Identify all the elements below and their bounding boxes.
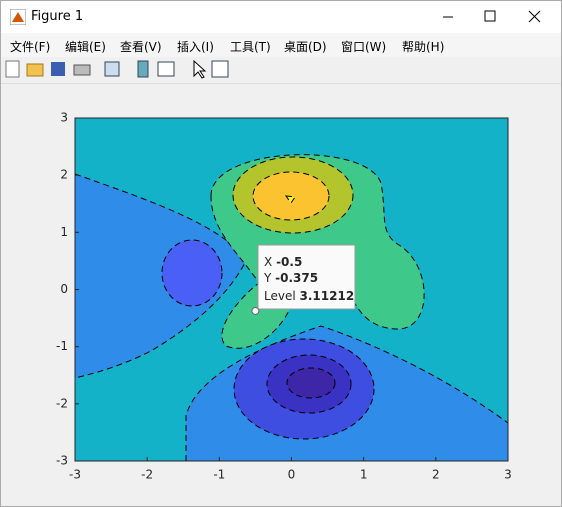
app-icon [10,9,26,25]
title-bar: Figure 1 [1,1,561,33]
datatip-box [257,244,356,310]
y-tick-label: 1 [60,225,68,239]
window-title: Figure 1 [31,9,84,24]
y-tick-label: -1 [56,339,68,353]
toolbar [1,57,561,84]
y-tick-label: 0 [60,282,68,296]
contour-region [161,239,223,307]
menu-item[interactable]: 窗口(W) [341,40,387,54]
value: 3.11212 [300,289,355,303]
maximize[interactable] [484,10,496,22]
datatip-y: Y -0.375 [263,271,318,285]
menu-item[interactable]: 编辑(E) [65,40,106,54]
x-tick-label: 0 [288,468,296,482]
y-tick-label: 2 [60,168,68,182]
menu-bar: 文件(F) 编辑(E) 查看(V) 插入(I) 工具(T) 桌面(D) 窗口(W) 帮助(H) [1,33,561,57]
datatip-level: Level 3.11212 [264,289,354,303]
y-tick-label: -2 [56,396,68,410]
menu-item[interactable]: 查看(V) [120,40,162,54]
x-tick-label: -2 [141,468,153,482]
x-tick-label: 3 [504,468,512,482]
contour-region [286,367,336,399]
contour-region [284,195,296,204]
datatip-x: X -0.5 [264,255,302,269]
close[interactable] [528,10,541,23]
value: -0.5 [276,255,302,269]
menu-item[interactable]: 文件(F) [10,40,51,54]
label: Level [264,289,296,303]
y-tick-label: 3 [60,111,68,125]
menu-item[interactable]: 桌面(D) [284,40,327,54]
x-tick-label: -1 [213,468,225,482]
toolbar-icons[interactable] [1,57,241,83]
window-controls[interactable] [431,1,561,33]
x-tick-label: 2 [432,468,440,482]
menu-item[interactable]: 帮助(H) [402,40,445,54]
y-tick-label: -3 [56,454,68,468]
x-tick-label: -3 [69,468,81,482]
contour-region [74,173,248,379]
menu-item[interactable]: 工具(T) [230,40,271,54]
value: -0.375 [275,271,318,285]
datatip-marker [251,306,260,315]
label: Y [263,271,272,285]
datatip[interactable]: X -0.5 Y -0.375 Level 3.11212 [251,244,356,315]
menu-item[interactable]: 插入(I) [177,40,214,54]
x-tick-label: 1 [360,468,368,482]
chart: -3 -2 -1 0 1 2 3 -3 -2 -1 0 1 2 3 X -0.5 Y -0.375 Lev… [56,111,512,482]
contour-region [252,171,330,221]
label: X [264,255,272,269]
